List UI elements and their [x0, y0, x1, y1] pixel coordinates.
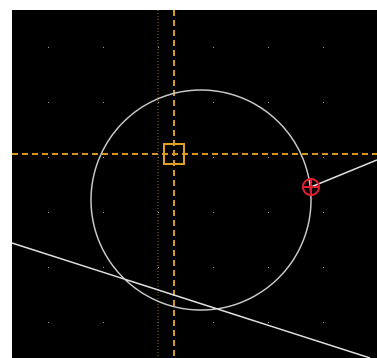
grid-dot — [158, 47, 159, 48]
grid-dot — [48, 102, 49, 103]
grid-dot — [323, 102, 324, 103]
grid-dot — [103, 102, 104, 103]
grid-dots — [48, 47, 324, 323]
circle-entity[interactable] — [90, 89, 312, 311]
grid-dot — [323, 212, 324, 213]
grid-dot — [213, 157, 214, 158]
grid-dot — [268, 157, 269, 158]
grid-dot — [48, 212, 49, 213]
grid-dot — [158, 212, 159, 213]
grid-dot — [103, 267, 104, 268]
grid-dot — [268, 322, 269, 323]
grid-dot — [103, 157, 104, 158]
grid-dot — [213, 47, 214, 48]
grid-dot — [268, 267, 269, 268]
line-entity[interactable] — [11, 242, 371, 358]
grid-dot — [103, 322, 104, 323]
grid-dot — [103, 47, 104, 48]
grid-dot — [268, 102, 269, 103]
grid-dot — [158, 267, 159, 268]
grid-dot — [213, 212, 214, 213]
grid-dot — [323, 157, 324, 158]
grid-dot — [268, 212, 269, 213]
grid-dot — [48, 47, 49, 48]
grid-dot — [213, 267, 214, 268]
grid-dot — [48, 157, 49, 158]
grid-dot — [158, 102, 159, 103]
grid-dot — [48, 267, 49, 268]
grid-dot — [48, 322, 49, 323]
grid-dot — [323, 47, 324, 48]
grid-dot — [268, 47, 269, 48]
line-entity[interactable] — [310, 159, 377, 188]
grid-dot — [103, 212, 104, 213]
grid-dot — [323, 267, 324, 268]
grid-dot — [213, 322, 214, 323]
grid-dot — [323, 322, 324, 323]
canvas-background — [12, 10, 377, 358]
grid-dot — [213, 102, 214, 103]
cursor-pickbox — [163, 143, 185, 165]
snap-marker — [302, 178, 320, 196]
